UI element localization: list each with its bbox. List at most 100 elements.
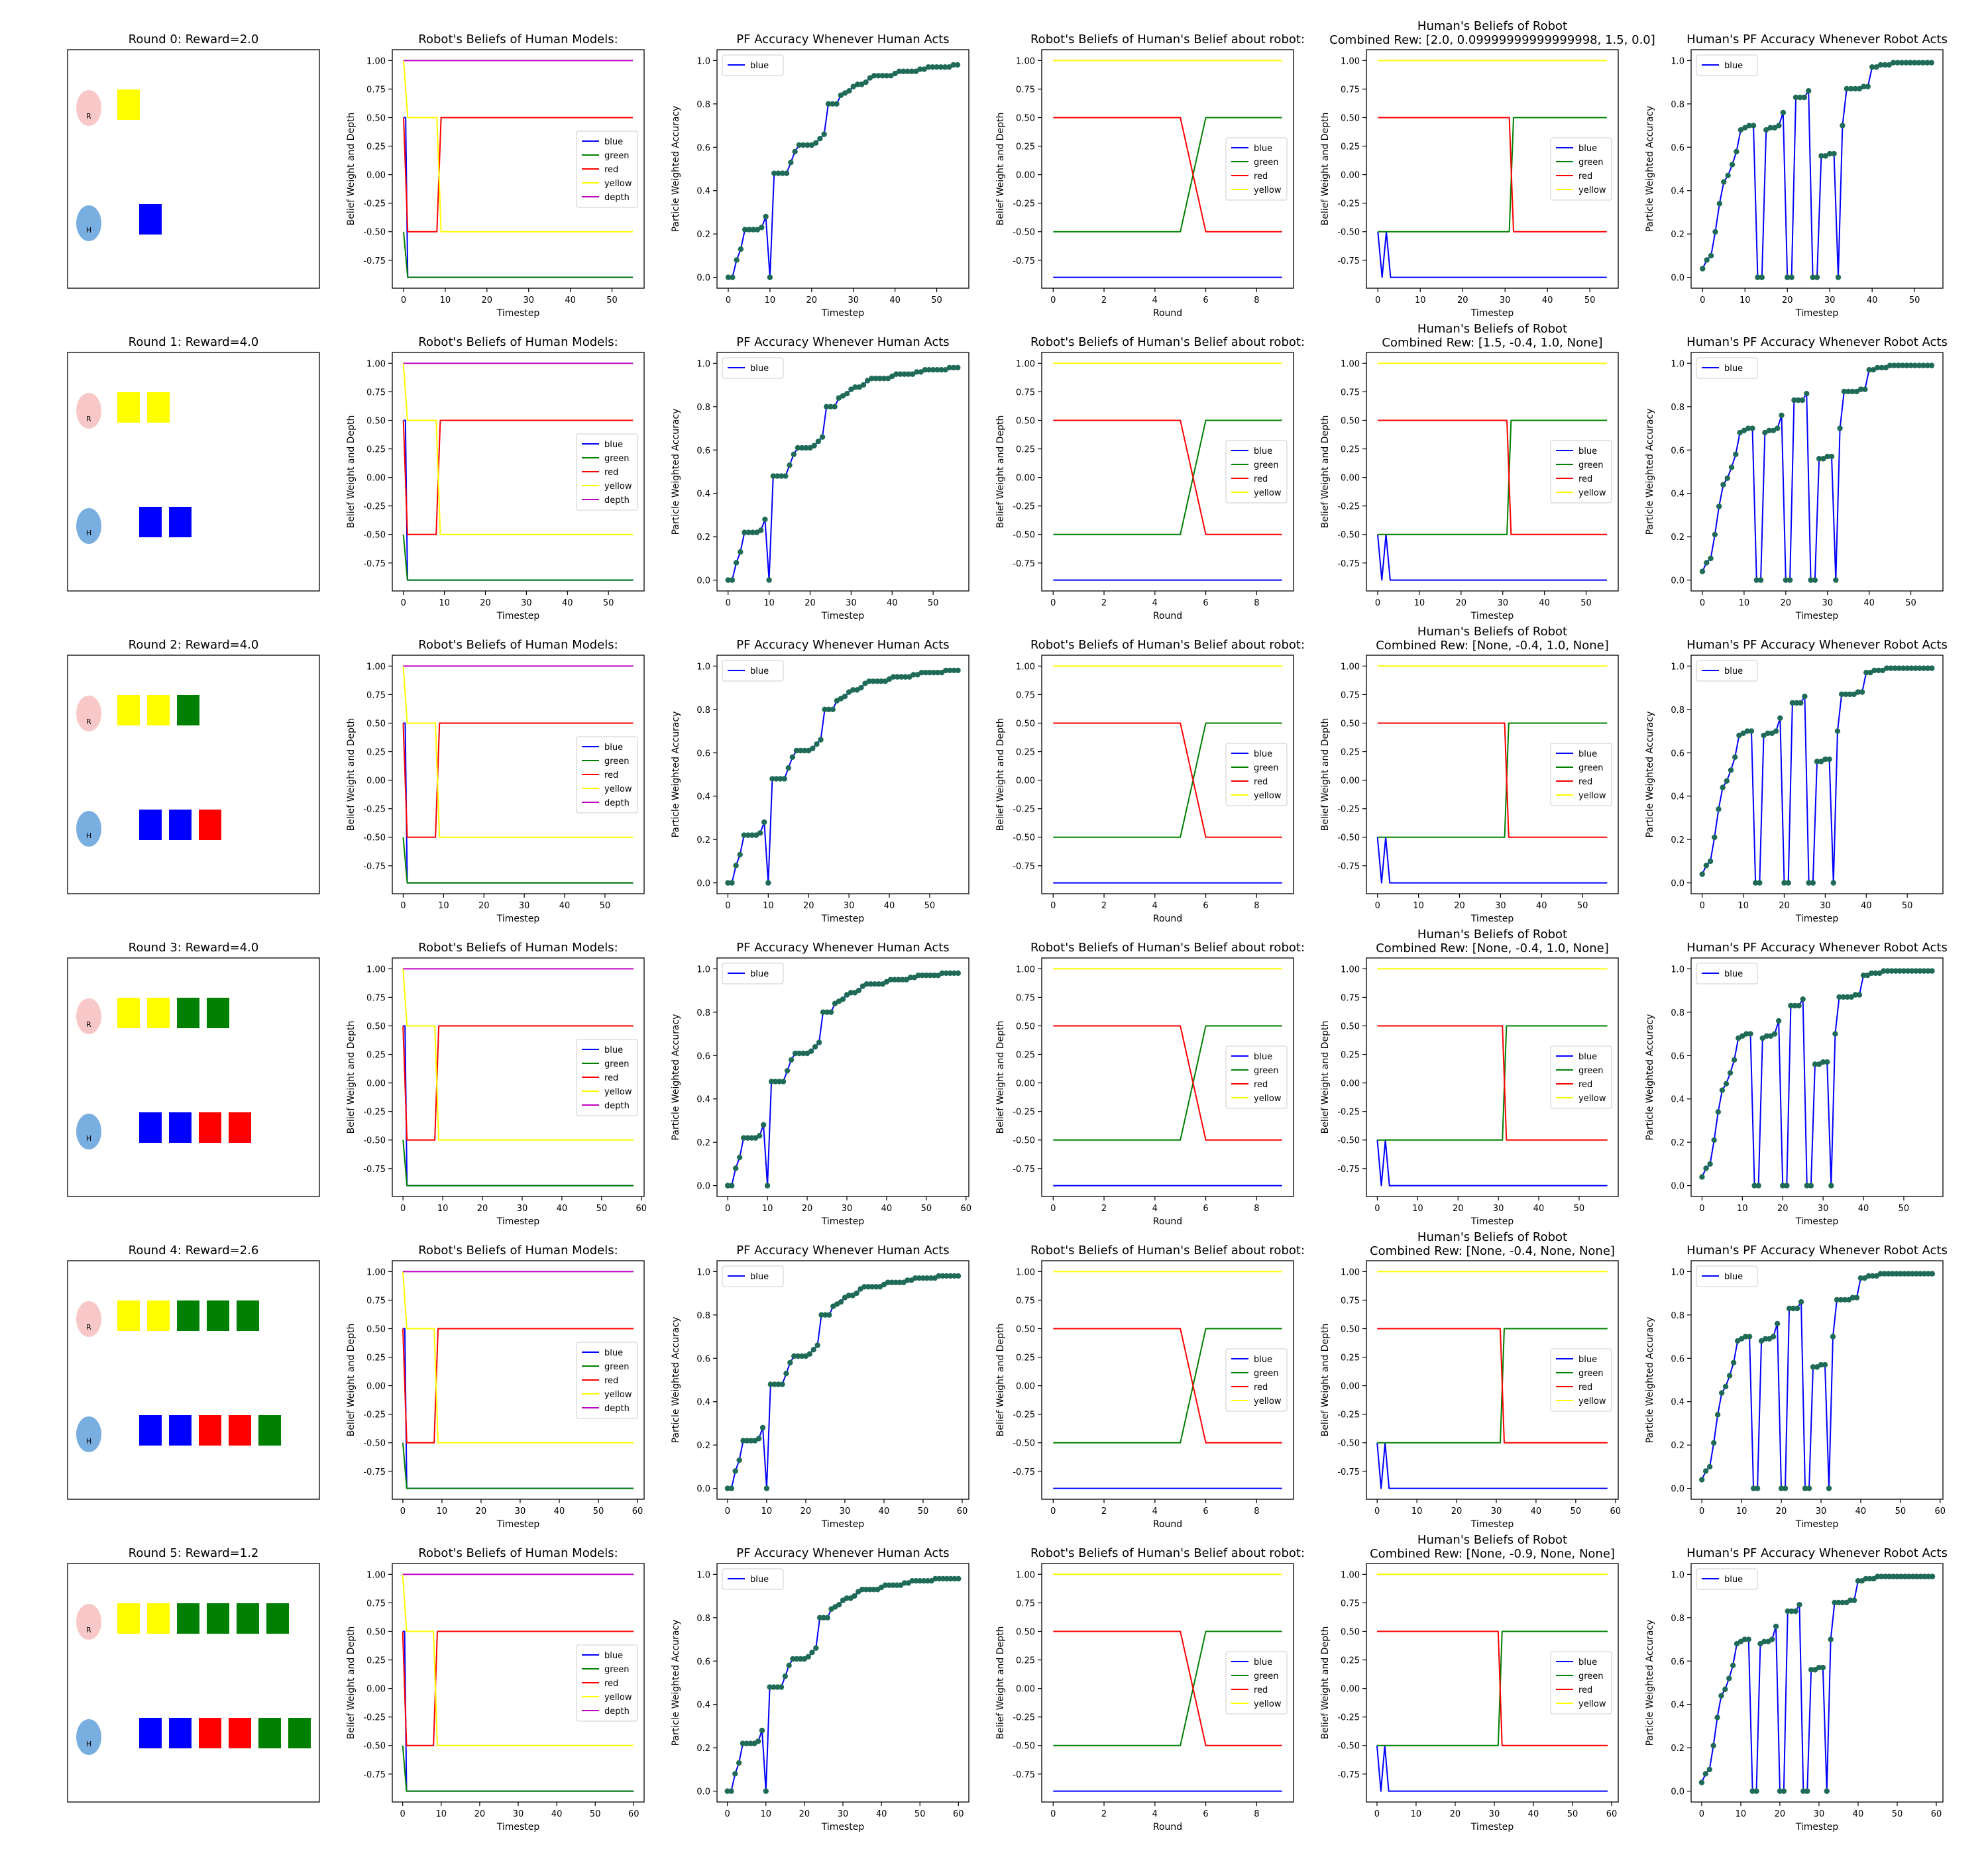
accuracy-point [1886,1573,1893,1579]
robot-label: R [86,1323,91,1332]
accuracy-point [748,1135,755,1141]
x-tick-label: 6 [1203,901,1208,911]
human-label: H [86,529,91,537]
accuracy-point [940,1273,946,1279]
accuracy-point [1893,1271,1900,1277]
accuracy-point [1871,667,1877,674]
accuracy-point [768,1079,775,1085]
series-line-yellow [402,969,634,1141]
accuracy-point [806,1351,813,1357]
round-row-5: Round 5: Reward=1.2 R H Robot's Beliefs of … [67,1533,1948,1832]
accuracy-point [920,1275,926,1281]
x-tick-label: 6 [1203,1809,1208,1819]
accuracy-point [776,1079,783,1085]
x-tick-label: 6 [1203,295,1208,305]
accuracy-point [1754,1485,1761,1491]
x-tick-label: 40 [887,598,898,608]
y-tick-label: -0.75 [1013,862,1035,872]
y-tick-label: 0.00 [1016,1079,1035,1089]
legend-label-blue: blue [1724,969,1743,979]
x-tick-label: 10 [762,1204,773,1214]
y-tick-label: 0.50 [1341,1324,1360,1334]
y-tick-label: -0.25 [1337,1713,1360,1723]
accuracy-point [1861,83,1867,89]
accuracy-point [1718,1693,1724,1699]
legend-label-green: green [1254,1369,1279,1379]
y-tick-label: 0.6 [1671,1354,1684,1364]
x-tick-label: 8 [1254,1809,1259,1819]
legend-label-blue: blue [750,1575,769,1585]
accuracy-point [932,1575,938,1582]
x-tick-label: 30 [1495,901,1506,911]
accuracy-point [1699,1174,1705,1180]
y-tick-label: 0.0 [696,879,710,889]
accuracy-point [763,1788,769,1794]
accuracy-point [930,669,937,676]
accuracy-point [913,1577,919,1584]
y-axis-label: Particle Weighted Accuracy [1645,106,1655,233]
x-tick-label: 40 [1531,1507,1542,1516]
accuracy-point [1802,693,1808,700]
accuracy-point [901,1580,908,1586]
accuracy-point [1707,858,1714,865]
axes-frame [716,957,969,1197]
accuracy-point [1832,1031,1838,1037]
y-tick-label: -0.75 [1337,1165,1360,1175]
y-tick-label: -0.75 [1013,1770,1035,1780]
legend-box [576,1644,638,1722]
accuracy-point [1875,1573,1881,1579]
accuracy-point [744,1740,749,1746]
y-tick-label: 0.6 [1671,749,1684,759]
x-tick-label: 2 [1101,598,1107,608]
x-tick-label: 10 [761,1809,772,1819]
accuracy-point [1885,1271,1892,1277]
accuracy-point [1929,1271,1936,1277]
accuracy-point [1753,1788,1759,1794]
series-line-red [1053,1630,1282,1746]
legend-label-red: red [1254,474,1268,484]
y-tick-label: 0.4 [696,187,710,197]
x-axis-label: Timestep [1795,308,1839,319]
accuracy-point [781,776,787,782]
accuracy-point [1863,669,1869,676]
legend-label-blue: blue [604,1348,623,1358]
axes-frame [392,957,645,1197]
legend-label-green: green [1578,1671,1604,1681]
accuracy-point [934,64,940,70]
accuracy-point [1848,85,1854,92]
legend-box [722,660,784,682]
x-tick-label: 30 [838,1809,849,1819]
accuracy-point [926,366,932,373]
accuracy-point [910,371,916,377]
y-tick-label: 0.25 [366,1051,386,1061]
y-tick-label: -0.75 [363,1770,386,1780]
legend-label-red: red [1578,1685,1592,1695]
y-tick-label: 1.0 [696,662,710,672]
y-tick-label: 0.50 [366,416,386,426]
y-tick-label: 0.4 [696,490,710,500]
accuracy-point [1780,1183,1786,1189]
accuracy-point [895,674,901,680]
accuracy-point [1774,1320,1781,1327]
accuracy-point [1853,388,1859,395]
axes-frame [1366,1563,1619,1803]
y-tick-label: 0.4 [1671,1398,1684,1408]
y-tick-label: 0.75 [1341,85,1360,95]
y-tick-label: 0.75 [1016,1599,1035,1609]
legend-label-blue: blue [1254,1052,1272,1062]
x-tick-label: 10 [1414,598,1425,608]
accuracy-point [1895,60,1901,66]
x-tick-label: 30 [844,901,855,911]
accuracy-point [1704,560,1710,566]
accuracy-point [1925,968,1931,974]
robot-circle [76,1604,101,1640]
x-axis-label: Timestep [821,1216,865,1227]
x-tick-label: 20 [476,1507,487,1516]
x-tick-label: 20 [1451,1507,1463,1516]
accuracy-point [1904,665,1910,671]
accuracy-point [1720,784,1726,790]
accuracy-point [724,1485,731,1491]
x-tick-label: 0 [1374,1507,1380,1516]
y-axis-label: Particle Weighted Accuracy [1645,1014,1655,1141]
x-axis-label: Timestep [1470,914,1514,924]
